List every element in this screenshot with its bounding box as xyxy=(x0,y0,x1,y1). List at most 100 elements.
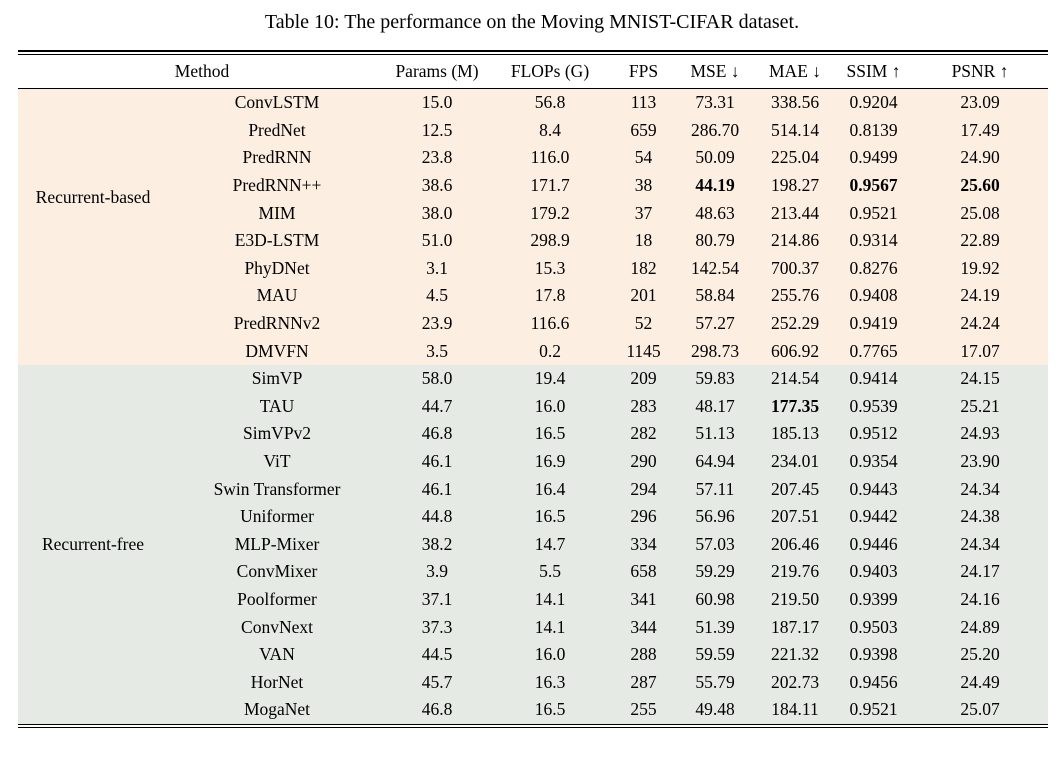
method-name-cell: MIM xyxy=(168,199,387,227)
metric-value-cell: 338.56 xyxy=(755,88,836,117)
group-label-recurrent-free: Recurrent-free xyxy=(41,533,144,554)
metric-value-cell: 234.01 xyxy=(755,447,836,476)
metric-value-cell: 46.1 xyxy=(386,447,489,476)
table-row-predrnnv2: PredRNNv2 23.9 116.6 52 57.27 252.29 0.9419 24.… xyxy=(18,309,1049,338)
metric-value-cell: 116.6 xyxy=(488,309,613,338)
metric-value-cell: 0.9567 xyxy=(835,171,913,200)
metric-value-cell: 700.37 xyxy=(755,254,836,283)
column-header-method: Method xyxy=(18,55,387,89)
metric-value-cell: 22.89 xyxy=(912,226,1049,255)
table-row-poolformer: Poolformer 37.1 14.1 341 60.98 219.50 0.9399 24… xyxy=(18,585,1049,614)
metric-value-cell: 51.0 xyxy=(386,226,489,255)
metric-value-cell: 38 xyxy=(612,171,676,200)
metric-value-cell: 37 xyxy=(612,199,676,227)
group-cell-recurrent-free: Recurrent-free xyxy=(18,364,168,724)
metric-value-cell: 15.3 xyxy=(488,254,613,283)
metric-value-cell: 113 xyxy=(612,88,676,117)
metric-value-cell: 0.9521 xyxy=(835,696,913,724)
method-name-cell: PredRNNv2 xyxy=(168,309,387,338)
metric-value-cell: 0.9512 xyxy=(835,420,913,448)
metric-value-cell: 0.7765 xyxy=(835,337,913,365)
metric-value-cell: 48.17 xyxy=(675,392,756,421)
metric-value-cell: 17.07 xyxy=(912,337,1049,365)
metric-value-cell: 286.70 xyxy=(675,116,756,145)
column-header-mae: MAE ↓ xyxy=(755,55,836,89)
metric-value-cell: 16.5 xyxy=(488,420,613,448)
metric-value-cell: 56.96 xyxy=(675,502,756,531)
metric-value-cell: 225.04 xyxy=(755,144,836,172)
table-row-simvpv2: SimVPv2 46.8 16.5 282 51.13 185.13 0.9512 24.93 xyxy=(18,420,1049,448)
metric-value-cell: 55.79 xyxy=(675,668,756,697)
metric-value-cell: 52 xyxy=(612,309,676,338)
metric-value-cell: 64.94 xyxy=(675,447,756,476)
metric-value-cell: 73.31 xyxy=(675,88,756,117)
metric-value-cell: 57.03 xyxy=(675,530,756,559)
table-row-prednet: PredNet 12.5 8.4 659 286.70 514.14 0.8139 17.49 xyxy=(18,116,1049,145)
metric-value-cell: 209 xyxy=(612,364,676,393)
metric-value-cell: 25.21 xyxy=(912,392,1049,421)
method-name-cell: VAN xyxy=(168,640,387,669)
metric-value-cell: 38.6 xyxy=(386,171,489,200)
table-row-predrnn: PredRNN++ 38.6 171.7 38 44.19 198.27 0.9567 25.… xyxy=(18,171,1049,200)
metric-value-cell: 659 xyxy=(612,116,676,145)
metric-value-cell: 14.7 xyxy=(488,530,613,559)
metric-value-cell: 16.9 xyxy=(488,447,613,476)
metric-value-cell: 45.7 xyxy=(386,668,489,697)
metric-value-cell: 54 xyxy=(612,144,676,172)
metric-value-cell: 290 xyxy=(612,447,676,476)
metric-value-cell: 44.8 xyxy=(386,502,489,531)
group-cell-recurrent-based: Recurrent-based xyxy=(18,88,168,365)
metric-value-cell: 16.3 xyxy=(488,668,613,697)
metric-value-cell: 207.45 xyxy=(755,475,836,503)
metric-value-cell: 0.9442 xyxy=(835,502,913,531)
metric-value-cell: 14.1 xyxy=(488,585,613,614)
metric-value-cell: 0.8139 xyxy=(835,116,913,145)
metric-value-cell: 57.11 xyxy=(675,475,756,503)
metric-value-cell: 48.63 xyxy=(675,199,756,227)
method-name-cell: MogaNet xyxy=(168,696,387,724)
method-name-cell: Swin Transformer xyxy=(168,475,387,503)
table-row-mlp-mixer: MLP-Mixer 38.2 14.7 334 57.03 206.46 0.9446 24.… xyxy=(18,530,1049,559)
metric-value-cell: 198.27 xyxy=(755,171,836,200)
metric-value-cell: 344 xyxy=(612,613,676,641)
method-name-cell: PredRNN++ xyxy=(168,171,387,200)
method-name-cell: ViT xyxy=(168,447,387,476)
metric-value-cell: 59.59 xyxy=(675,640,756,669)
metric-value-cell: 44.5 xyxy=(386,640,489,669)
metric-value-cell: 179.2 xyxy=(488,199,613,227)
column-header-psnr: PSNR ↑ xyxy=(912,55,1049,89)
method-name-cell: PredRNN xyxy=(168,144,387,172)
metric-value-cell: 19.92 xyxy=(912,254,1049,283)
metric-value-cell: 0.2 xyxy=(488,337,613,365)
table-row-simvp: Recurrent-free SimVP 58.0 19.4 209 59.83 214.5… xyxy=(18,364,1049,724)
metric-value-cell: 24.16 xyxy=(912,585,1049,614)
metric-value-cell: 56.8 xyxy=(488,88,613,117)
table-bottom-rule xyxy=(18,723,1048,728)
metric-value-cell: 0.9398 xyxy=(835,640,913,669)
table-top-rule xyxy=(18,50,1048,55)
method-name-cell: ConvMixer xyxy=(168,558,387,586)
metric-value-cell: 287 xyxy=(612,668,676,697)
column-header-fps: FPS xyxy=(612,55,676,89)
table-caption: Table 10: The performance on the Moving … xyxy=(264,11,800,33)
column-header-mse: MSE ↓ xyxy=(675,55,756,89)
metric-value-cell: 23.90 xyxy=(912,447,1049,476)
method-name-cell: ConvNext xyxy=(168,613,387,641)
metric-value-cell: 25.07 xyxy=(912,696,1049,724)
metric-value-cell: 18 xyxy=(612,226,676,255)
metric-value-cell: 59.83 xyxy=(675,364,756,393)
metric-value-cell: 23.9 xyxy=(386,309,489,338)
metric-value-cell: 0.9354 xyxy=(835,447,913,476)
metric-value-cell: 24.89 xyxy=(912,613,1049,641)
results-table-container: Method Params (M) FLOPs (G) FPS MSE ↓ MAE ↓ SS… xyxy=(18,50,1049,728)
metric-value-cell: 214.86 xyxy=(755,226,836,255)
metric-value-cell: 0.9419 xyxy=(835,309,913,338)
metric-value-cell: 255.76 xyxy=(755,282,836,310)
table-header-row: Method Params (M) FLOPs (G) FPS MSE ↓ MAE ↓ SS… xyxy=(18,55,1049,89)
metric-value-cell: 24.24 xyxy=(912,309,1049,338)
metric-value-cell: 50.09 xyxy=(675,144,756,172)
column-header-ssim: SSIM ↑ xyxy=(835,55,913,89)
group-label-recurrent-based: Recurrent-based xyxy=(35,187,151,208)
metric-value-cell: 341 xyxy=(612,585,676,614)
method-name-cell: SimVP xyxy=(168,364,387,393)
